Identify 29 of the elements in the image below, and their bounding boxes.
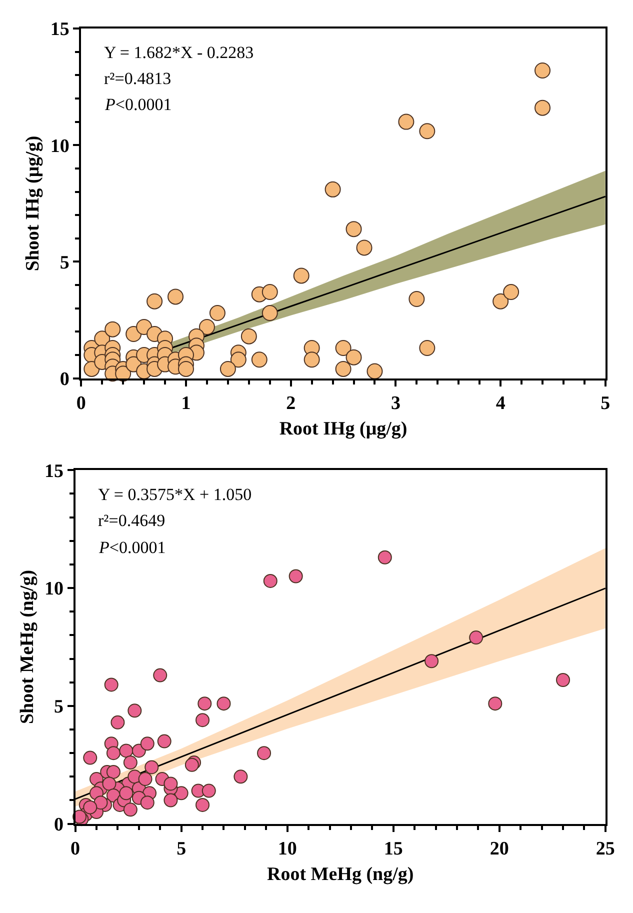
x-tick-label: 2 xyxy=(286,393,296,414)
x-tick-label: 20 xyxy=(490,838,509,860)
y-tick-label: 10 xyxy=(44,578,64,600)
x-tick-label: 0 xyxy=(76,393,86,414)
x-tick-label: 25 xyxy=(596,838,615,860)
y-tick-label: 0 xyxy=(60,368,70,390)
annotation: P<0.0001 xyxy=(104,95,172,114)
y-axis-title: Shoot MeHg (ng/g) xyxy=(16,570,38,724)
x-tick-label: 1 xyxy=(181,393,191,414)
y-tick-label: 15 xyxy=(44,460,64,482)
y-tick-label: 5 xyxy=(60,252,70,274)
x-tick-label: 3 xyxy=(390,393,400,414)
annotation: r²=0.4813 xyxy=(104,69,172,88)
x-axis-title: Root IHg (μg/g) xyxy=(279,418,408,440)
y-axis-title: Shoot IHg (μg/g) xyxy=(22,136,44,272)
x-axis-title: Root MeHg (ng/g) xyxy=(267,864,414,885)
y-tick-label: 0 xyxy=(54,814,64,836)
y-tick-label: 15 xyxy=(50,19,70,40)
annotation: Y = 0.3575*X + 1.050 xyxy=(98,485,252,504)
y-tick-label: 5 xyxy=(54,696,64,718)
annotation: Y = 1.682*X - 0.2283 xyxy=(104,43,254,62)
annotation: r²=0.4649 xyxy=(98,511,166,530)
x-tick-label: 5 xyxy=(176,838,186,860)
annotation: P<0.0001 xyxy=(98,538,166,557)
y-tick-label: 10 xyxy=(50,136,70,157)
x-tick-label: 15 xyxy=(384,838,403,860)
x-tick-label: 4 xyxy=(496,393,506,414)
x-tick-label: 10 xyxy=(278,838,297,860)
x-tick-label: 5 xyxy=(600,393,610,414)
